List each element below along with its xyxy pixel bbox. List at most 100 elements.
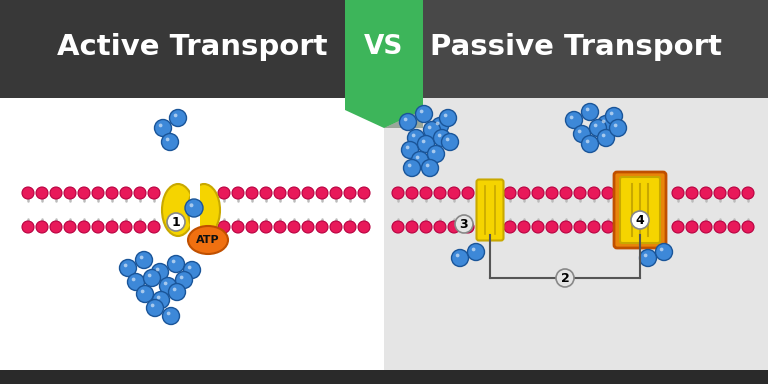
Circle shape: [147, 300, 164, 316]
Circle shape: [578, 129, 581, 133]
Circle shape: [148, 221, 160, 233]
Circle shape: [164, 281, 167, 285]
Circle shape: [532, 187, 544, 199]
Circle shape: [448, 187, 460, 199]
Circle shape: [358, 221, 370, 233]
Circle shape: [330, 187, 342, 199]
FancyBboxPatch shape: [614, 172, 666, 248]
Circle shape: [147, 273, 151, 277]
Circle shape: [602, 119, 605, 123]
Circle shape: [135, 252, 153, 268]
Bar: [0, 98, 384, 384]
Bar: [384, 0, 768, 98]
Circle shape: [173, 288, 177, 291]
Circle shape: [22, 221, 34, 233]
Circle shape: [190, 203, 194, 207]
Circle shape: [344, 221, 356, 233]
Text: 1: 1: [171, 215, 180, 228]
Circle shape: [134, 221, 146, 233]
Circle shape: [412, 152, 429, 169]
Circle shape: [594, 124, 598, 127]
Circle shape: [438, 134, 442, 137]
Circle shape: [434, 187, 446, 199]
Circle shape: [415, 156, 419, 159]
Circle shape: [120, 221, 132, 233]
Circle shape: [420, 187, 432, 199]
Circle shape: [445, 137, 449, 141]
Circle shape: [160, 278, 177, 295]
Circle shape: [556, 269, 574, 287]
Circle shape: [246, 187, 258, 199]
Circle shape: [406, 221, 418, 233]
Bar: [384, 98, 768, 384]
Circle shape: [581, 104, 598, 121]
Circle shape: [157, 296, 161, 299]
Circle shape: [144, 270, 161, 286]
Circle shape: [660, 248, 664, 251]
Circle shape: [742, 187, 754, 199]
Circle shape: [406, 146, 409, 149]
Circle shape: [435, 122, 439, 125]
Circle shape: [174, 114, 177, 118]
Circle shape: [140, 256, 144, 259]
Circle shape: [602, 187, 614, 199]
Bar: [0, 0, 384, 98]
Circle shape: [644, 253, 647, 257]
Circle shape: [672, 187, 684, 199]
Circle shape: [605, 108, 623, 124]
Circle shape: [151, 263, 168, 280]
Circle shape: [408, 129, 425, 147]
Circle shape: [462, 221, 474, 233]
Circle shape: [700, 221, 712, 233]
Circle shape: [163, 308, 180, 324]
Circle shape: [127, 273, 144, 291]
Circle shape: [50, 187, 62, 199]
Circle shape: [420, 109, 423, 113]
Circle shape: [154, 119, 171, 136]
Polygon shape: [384, 110, 423, 128]
Circle shape: [418, 136, 435, 152]
Circle shape: [574, 221, 586, 233]
Circle shape: [232, 221, 244, 233]
Circle shape: [134, 187, 146, 199]
Circle shape: [728, 187, 740, 199]
Circle shape: [92, 187, 104, 199]
Bar: [345, 0, 423, 110]
Circle shape: [581, 136, 598, 152]
Circle shape: [141, 290, 144, 293]
Circle shape: [302, 187, 314, 199]
Circle shape: [124, 263, 127, 267]
Circle shape: [714, 187, 726, 199]
Circle shape: [288, 187, 300, 199]
Circle shape: [120, 260, 137, 276]
Circle shape: [700, 187, 712, 199]
Circle shape: [184, 262, 200, 278]
Ellipse shape: [188, 226, 228, 254]
Circle shape: [468, 243, 485, 260]
Circle shape: [532, 221, 544, 233]
Circle shape: [570, 116, 574, 119]
Circle shape: [518, 187, 530, 199]
Circle shape: [185, 199, 203, 217]
Circle shape: [168, 283, 186, 301]
Circle shape: [728, 221, 740, 233]
Circle shape: [590, 119, 607, 136]
Circle shape: [218, 187, 230, 199]
Circle shape: [560, 187, 572, 199]
Circle shape: [546, 187, 558, 199]
Circle shape: [316, 187, 328, 199]
Circle shape: [656, 243, 673, 260]
Circle shape: [686, 187, 698, 199]
Circle shape: [422, 139, 425, 143]
Circle shape: [504, 187, 516, 199]
Circle shape: [412, 134, 415, 137]
Circle shape: [187, 266, 191, 269]
Circle shape: [274, 221, 286, 233]
Circle shape: [408, 164, 412, 167]
Circle shape: [640, 250, 657, 266]
Circle shape: [137, 285, 154, 303]
Circle shape: [392, 187, 404, 199]
Circle shape: [172, 260, 176, 263]
Text: ATP: ATP: [196, 235, 220, 245]
Circle shape: [246, 221, 258, 233]
